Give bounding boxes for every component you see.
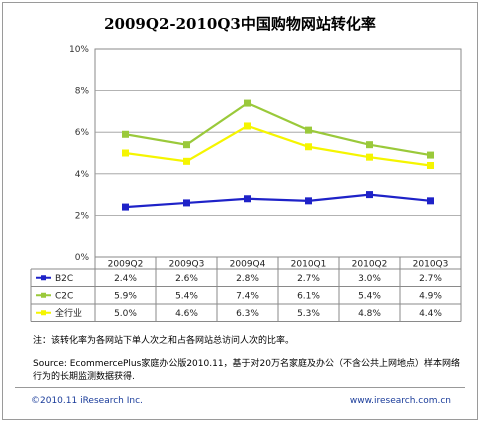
data-table: 2009Q2 2009Q3 2009Q4 2010Q1 2010Q2 2010Q3 B2C 2…: [30, 256, 462, 322]
data-label: 4.4%: [419, 309, 442, 319]
data-label: 2.8%: [236, 274, 259, 284]
x-tick-label: 2009Q4: [230, 260, 266, 270]
data-point: [366, 141, 373, 149]
series-layer: [122, 99, 434, 211]
y-tick-label: 6%: [75, 128, 90, 138]
footnote: 注：该转化率为各网站下单人次之和占各网站总访问人次的比率。: [33, 336, 295, 346]
y-tick-label: 0%: [75, 253, 90, 263]
data-point: [427, 161, 434, 169]
data-label: 7.4%: [236, 291, 259, 301]
data-label: 6.1%: [297, 291, 320, 301]
copyright: ©2010.11 iResearch Inc.: [31, 396, 143, 406]
data-point: [305, 197, 312, 205]
data-point: [366, 153, 373, 161]
legend-swatch-marker: [41, 275, 46, 281]
plot-area: [94, 48, 462, 258]
legend-label: C2C: [55, 291, 73, 301]
data-label: 2.7%: [419, 274, 442, 284]
data-label: 3.0%: [358, 274, 381, 284]
data-label: 2.4%: [114, 274, 137, 284]
website: www.iresearch.com.cn: [349, 396, 451, 406]
data-point: [366, 191, 373, 199]
data-point: [427, 151, 434, 159]
chart-title: 2009Q2-2010Q3中国购物网站转化率: [104, 15, 376, 33]
y-tick-label: 8%: [75, 87, 90, 97]
data-label: 5.4%: [175, 291, 198, 301]
legend-swatch-marker: [41, 292, 46, 298]
chart-svg: 0%2%4%6%8%10% 2009Q2 2009Q3 2009Q4 2010Q1 20…: [30, 45, 462, 322]
data-point: [244, 99, 251, 107]
legend-label: 全行业: [55, 307, 82, 319]
x-tick-label: 2009Q2: [108, 260, 144, 270]
data-point: [183, 199, 190, 207]
x-tick-label: 2010Q2: [352, 260, 388, 270]
data-point: [305, 143, 312, 151]
data-point: [122, 149, 129, 157]
data-label: 5.0%: [114, 309, 137, 319]
data-label: 5.4%: [358, 291, 381, 301]
series-line-0: [125, 193, 431, 209]
data-label: 2.6%: [175, 274, 198, 284]
plot-border: [94, 48, 462, 258]
x-tick-label: 2010Q3: [413, 260, 449, 270]
data-point: [122, 203, 129, 211]
data-label: 4.9%: [419, 291, 442, 301]
y-tick-label: 2%: [75, 211, 90, 221]
series-line-2: [125, 124, 431, 167]
data-point: [183, 157, 190, 165]
series-line-1: [125, 101, 431, 157]
data-point: [183, 141, 190, 149]
data-label: 5.3%: [297, 309, 320, 319]
data-label: 4.8%: [358, 309, 381, 319]
data-point: [244, 122, 251, 130]
data-label: 2.7%: [297, 274, 320, 284]
y-tick-label: 10%: [69, 45, 89, 55]
data-label: 5.9%: [114, 291, 137, 301]
legend-swatch-marker: [41, 310, 46, 316]
data-point: [122, 130, 129, 138]
data-point: [427, 197, 434, 205]
x-tick-label: 2010Q1: [291, 260, 327, 270]
x-tick-label: 2009Q3: [169, 260, 205, 270]
divider: [15, 387, 465, 388]
source-text: Source: EcommercePlus家庭办公版2010.11，基于对20万…: [33, 359, 460, 382]
data-label: 4.6%: [175, 309, 198, 319]
gridlines: [95, 90, 461, 216]
legend-label: B2C: [55, 274, 73, 284]
data-point: [244, 195, 251, 203]
data-label: 6.3%: [236, 309, 259, 319]
y-axis-ticks: 0% 2% 4% 6% 8% 10%: [69, 45, 89, 263]
data-point: [305, 126, 312, 134]
y-tick-label: 4%: [75, 170, 90, 180]
